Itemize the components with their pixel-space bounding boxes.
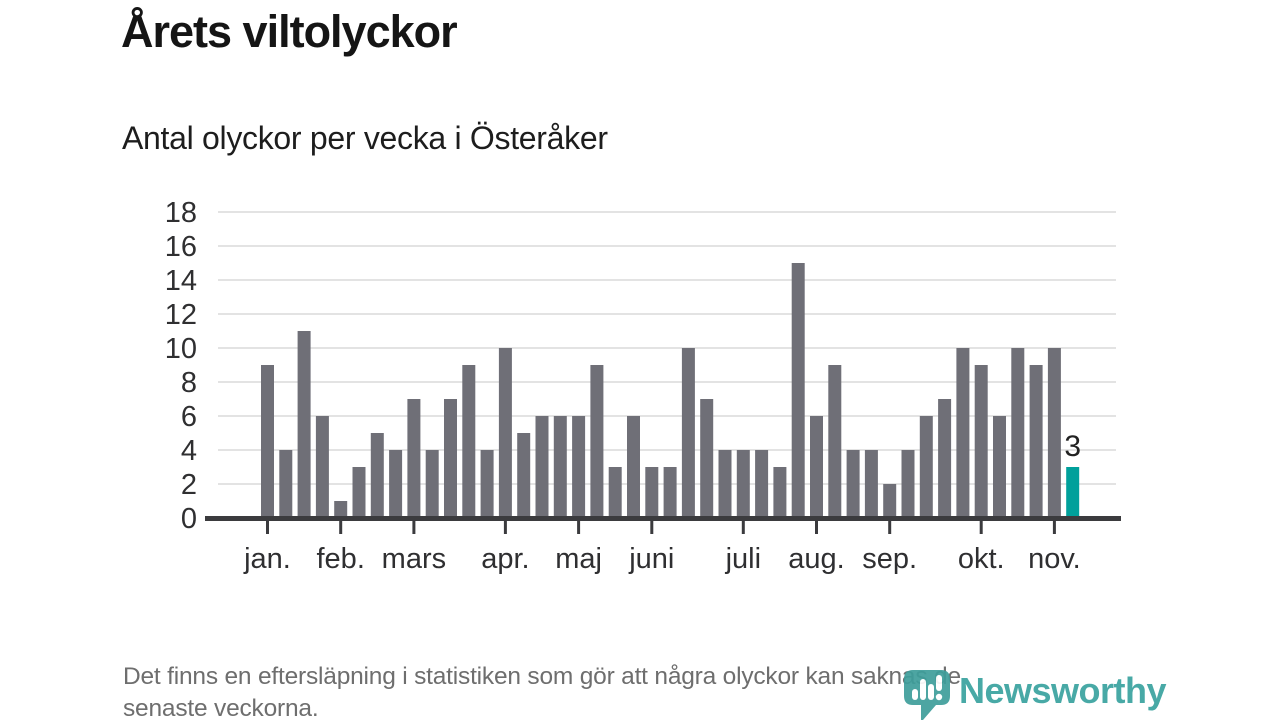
bar-week [444,399,457,518]
bar-week [846,450,860,518]
bar-week [352,467,366,518]
x-axis-month-label: sep. [862,543,917,575]
bar-week [645,467,659,518]
x-axis-month-label: okt. [958,543,1005,575]
bar-week [901,450,915,518]
bar-week [663,467,677,518]
x-axis-month-label: feb. [317,543,365,575]
bar-week [956,348,970,518]
bar-week [627,416,640,518]
y-axis-tick-label: 10 [165,333,197,365]
y-axis-tick-label: 16 [165,231,197,263]
chart-title: Årets viltolyckor [121,6,458,57]
bar-week [334,501,348,518]
y-axis-tick-label: 8 [181,367,197,399]
x-axis-month-label: jan. [243,543,291,575]
footnote-line-1: Det finns en eftersläpning i statistiken… [123,663,961,690]
bar-week [993,416,1006,518]
bar-value-label: 3 [1064,430,1081,463]
y-axis-tick-label: 12 [165,299,197,331]
x-axis-month-label: nov. [1028,543,1081,575]
bar-week [462,365,476,518]
newsworthy-wordmark: Newsworthy [959,670,1167,711]
bar-week [1011,348,1025,518]
bar-week [425,450,439,518]
bar-week [700,399,714,518]
y-axis-tick-label: 14 [165,265,197,297]
x-axis-month-label: apr. [481,543,529,575]
bar-week [755,450,769,518]
newsworthy-logo[interactable]: Newsworthy [903,664,1167,720]
bar-week [919,416,933,518]
bar-week [681,348,695,518]
bar-week [736,450,750,518]
y-axis-tick-label: 0 [181,503,197,535]
bar-week [315,416,329,518]
footnote-line-2: senaste veckorna. [123,694,319,720]
x-axis-month-label: maj [555,543,602,575]
bar-week [883,484,897,518]
chart-subtitle: Antal olyckor per vecka i Österåker [122,120,608,156]
bar-week [261,365,274,518]
x-axis-month-label: juni [628,543,674,575]
x-axis-month-label: juli [725,543,761,575]
newsworthy-chart-bubble-icon [904,670,950,720]
bar-week [974,365,988,518]
bar-week [498,348,512,518]
bar-week [791,263,805,518]
bar-week [370,433,384,518]
bar-week-highlighted [1066,467,1080,518]
bar-week [828,365,842,518]
bar-week [1029,365,1043,518]
bar-week [773,467,787,518]
bar-week [517,433,531,518]
y-axis-tick-label: 18 [165,197,197,229]
bar-week [572,416,586,518]
bar-week [718,450,732,518]
bar-week [553,416,567,518]
bar-week [810,416,823,518]
x-axis-month-label: mars [382,543,446,575]
bar-week [608,467,622,518]
bar-week [864,450,878,518]
x-axis-line [205,516,1121,521]
bar-week [279,450,293,518]
bar-week [1047,348,1061,518]
bar-week [480,450,494,518]
bar-week [590,365,604,518]
y-axis-tick-label: 6 [181,401,197,433]
footnote: Det finns en eftersläpning i statistiken… [123,661,961,720]
bar-week [407,399,421,518]
bar-week [389,450,403,518]
x-axis-month-label: aug. [788,543,844,575]
bar-week [297,331,311,518]
bar-week [535,416,549,518]
bar-week [938,399,952,518]
y-axis-tick-label: 4 [181,435,197,467]
y-axis-tick-label: 2 [181,469,197,501]
